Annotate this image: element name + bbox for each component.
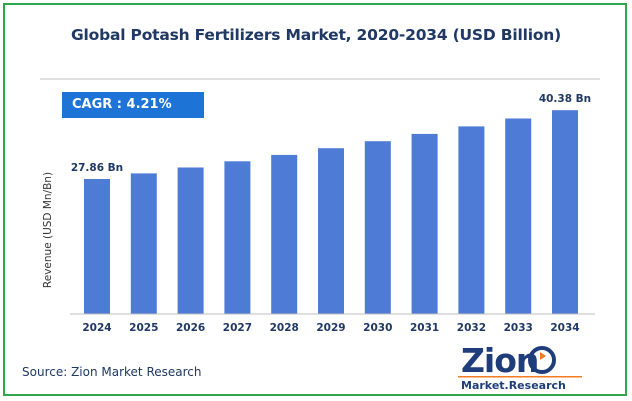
bar-2026: [177, 167, 204, 314]
bar-2033: [505, 118, 532, 314]
data-label-2034: 40.38 Bn: [539, 93, 591, 105]
source-note: Source: Zion Market Research: [22, 365, 202, 379]
x-tick-2025: 2025: [129, 322, 158, 334]
data-label-2024: 27.86 Bn: [71, 162, 123, 174]
cagr-badge: CAGR : 4.21%: [62, 92, 204, 118]
bar-2025: [130, 173, 157, 314]
x-tick-2031: 2031: [410, 322, 439, 334]
bar-2030: [364, 141, 391, 314]
bar-2029: [318, 148, 344, 314]
x-tick-2034: 2034: [550, 322, 579, 334]
logo-tagline: Market.Research: [461, 379, 566, 392]
chart-title: Global Potash Fertilizers Market, 2020-2…: [70, 26, 561, 44]
x-tick-2033: 2033: [504, 322, 533, 334]
x-tick-2032: 2032: [457, 322, 486, 334]
zion-logo: Zion Market.Research: [458, 341, 582, 392]
bar-2031: [411, 133, 438, 314]
bar-2028: [271, 154, 298, 314]
x-tick-2029: 2029: [316, 322, 345, 334]
bar-2024: [84, 179, 110, 314]
bar-2034: [552, 110, 578, 314]
x-tick-2024: 2024: [82, 322, 111, 334]
bar-2032: [458, 126, 485, 315]
x-tick-2030: 2030: [363, 322, 392, 334]
x-tick-2026: 2026: [176, 322, 205, 334]
logo-word: Zion: [461, 341, 538, 380]
x-tick-2027: 2027: [223, 322, 252, 334]
y-axis-label: Revenue (USD Mn/Bn): [42, 172, 54, 288]
bar-2027: [224, 161, 251, 314]
x-tick-2028: 2028: [270, 322, 299, 334]
